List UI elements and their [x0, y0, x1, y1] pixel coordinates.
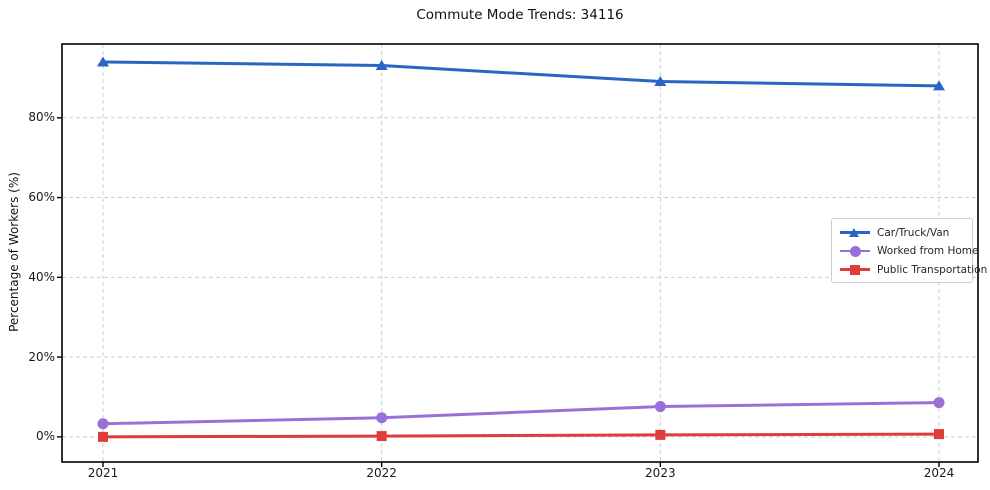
series-line-worked-from-home [101, 401, 941, 426]
marker-worked-from-home-2023 [654, 401, 666, 413]
marker-worked-from-home-2022 [376, 412, 388, 424]
y-tick-label-40: 40% [28, 269, 55, 284]
legend-item-worked-from-home: Worked from Home [840, 243, 978, 260]
marker-car-truck-van-2024 [933, 80, 945, 91]
plot-border [61, 43, 979, 463]
x-tick-label-2023: 2023 [645, 466, 676, 480]
series-line-car-truck-van [101, 60, 941, 88]
legend: Car/Truck/Van Worked from Home Public Tr… [831, 218, 987, 283]
legend-item-car-truck-van: Car/Truck/Van [840, 224, 965, 241]
marker-car-truck-van-2022 [375, 60, 388, 71]
series-line-public-transportation [101, 432, 941, 439]
x-tick-label-2021: 2021 [87, 466, 119, 480]
x-tick-label-2024: 2024 [923, 466, 955, 480]
y-tick-label-0: 0% [35, 429, 55, 444]
legend-item-public-transportation: Public Transportation [840, 261, 987, 278]
y-tick-label-20: 20% [28, 349, 55, 364]
marker-public-transportation-2024 [934, 429, 944, 440]
marker-car-truck-van-2021 [97, 56, 109, 67]
y-axis-label: Percentage of Workers (%) [7, 172, 21, 332]
legend-marker-square-icon [840, 263, 870, 277]
y-tick-label-60: 60% [28, 190, 55, 205]
legend-label: Public Transportation [877, 263, 988, 276]
legend-label: Worked from Home [877, 245, 979, 257]
chart-title: Commute Mode Trends: 34116 [416, 7, 624, 23]
marker-public-transportation-2021 [98, 431, 108, 442]
legend-marker-triangle-icon [840, 226, 870, 240]
marker-worked-from-home-2024 [933, 397, 945, 409]
y-tick-label-80: 80% [28, 110, 55, 125]
legend-label: Car/Truck/Van [877, 226, 950, 239]
marker-public-transportation-2023 [655, 429, 666, 440]
x-tick-label-2022: 2022 [366, 466, 397, 480]
marker-car-truck-van-2023 [654, 75, 667, 86]
marker-worked-from-home-2021 [97, 418, 109, 430]
legend-marker-circle-icon [840, 244, 870, 258]
marker-public-transportation-2022 [376, 431, 387, 442]
